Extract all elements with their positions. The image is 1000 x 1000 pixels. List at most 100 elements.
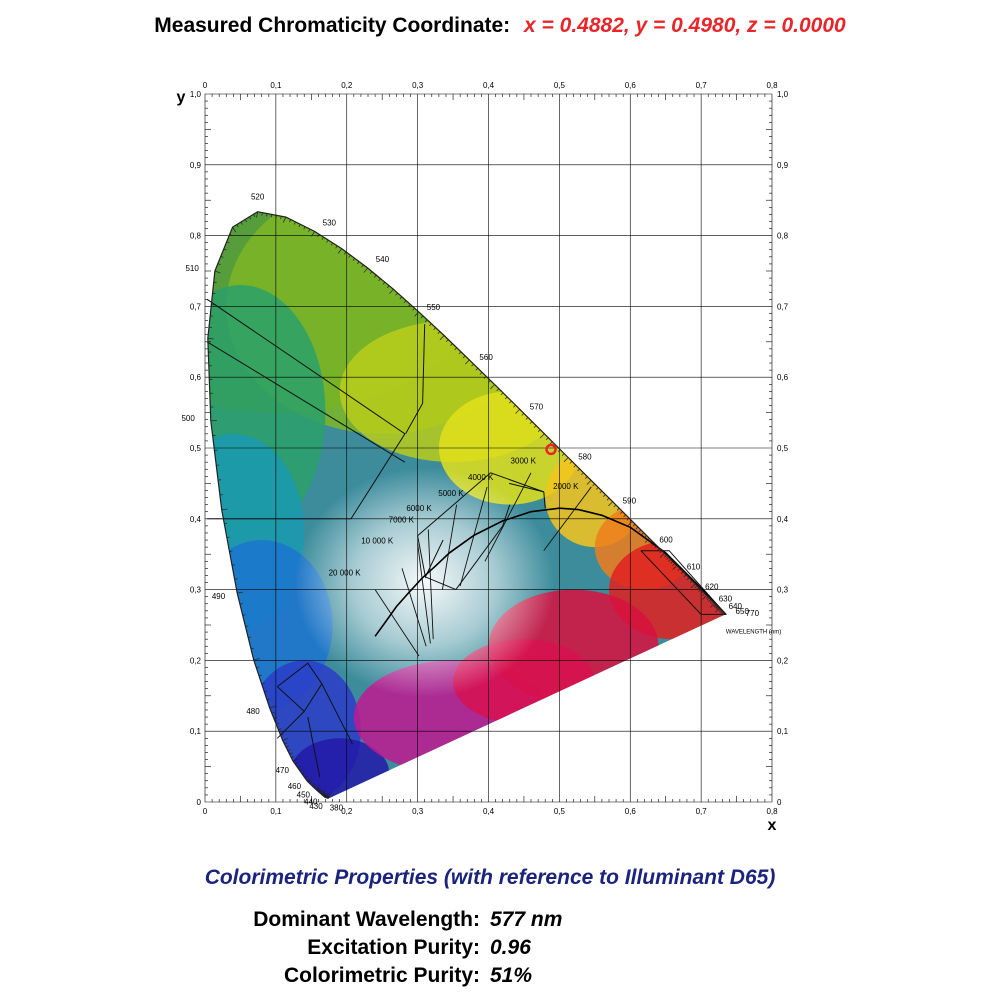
wavelength-label: 430 <box>309 802 323 811</box>
measured-point-marker <box>545 443 557 456</box>
region-boundary <box>455 504 511 590</box>
region-boundary <box>276 711 305 739</box>
locus-tick <box>326 795 329 799</box>
locus-tick <box>623 514 627 518</box>
locus-tick <box>229 550 233 552</box>
measured-coordinates: x = 0.4882, y = 0.4980, z = 0.0000 <box>524 14 846 37</box>
locus-tick <box>490 384 495 390</box>
locus-tick <box>306 777 313 782</box>
y-tick-label-left: 0,7 <box>190 302 202 311</box>
locus-tick <box>250 647 254 650</box>
chart-labels: 000,10,10,20,20,30,30,40,40,50,50,60,60,… <box>177 81 789 834</box>
cct-label: 4000 K <box>468 473 494 482</box>
locus-tick <box>299 769 303 772</box>
locus-tick <box>666 557 669 560</box>
x-tick-label-top: 0,5 <box>554 81 566 90</box>
isotherm-line <box>484 472 532 562</box>
y-tick-label-left: 0,4 <box>190 515 202 524</box>
y-tick-label-right: 0,3 <box>777 586 789 595</box>
y-tick-label-left: 0,5 <box>190 444 202 453</box>
x-tick-label-top: 0,6 <box>625 81 637 90</box>
x-tick-label-top: 0,4 <box>483 81 495 90</box>
x-tick-label-top: 0,7 <box>696 81 708 90</box>
region-boundary <box>206 341 406 463</box>
locus-tick <box>437 331 441 334</box>
y-tick-label-right: 0,6 <box>777 373 789 382</box>
locus-tick <box>715 607 720 613</box>
locus-tick <box>719 609 722 613</box>
locus-tick <box>285 745 289 748</box>
region-boundary <box>307 716 321 778</box>
locus-tick <box>261 682 265 685</box>
locus-tick <box>479 371 483 375</box>
locus-tick <box>323 793 326 797</box>
locus-tick <box>248 636 252 638</box>
locus-tick <box>327 795 330 799</box>
locus-tick <box>581 472 584 476</box>
x-tick-label-bottom: 0,8 <box>766 807 778 816</box>
cct-label: 5000 K <box>438 489 464 498</box>
locus-tick <box>276 722 280 725</box>
locus-tick <box>308 228 311 232</box>
locus-tick <box>282 737 289 741</box>
locus-tick <box>317 234 320 238</box>
locus-tick <box>303 226 306 230</box>
isotherm-line <box>417 543 431 644</box>
locus-tick <box>672 563 676 566</box>
locus-tick <box>549 441 553 445</box>
locus-tick <box>389 288 394 294</box>
wavelength-label: 500 <box>181 414 195 423</box>
y-tick-label-right: 0,8 <box>777 232 789 241</box>
y-tick-label-right: 0,1 <box>777 727 789 736</box>
locus-tick <box>229 234 233 236</box>
locus-tick <box>471 363 474 367</box>
locus-tick <box>698 589 702 592</box>
x-tick-label-bottom: 0 <box>203 807 208 816</box>
wavelength-label: 550 <box>427 303 441 312</box>
x-tick-label-top: 0,1 <box>270 81 282 90</box>
locus-tick <box>232 226 237 233</box>
locus-tick <box>715 606 719 609</box>
locus-tick <box>429 323 432 327</box>
locus-tick <box>326 794 328 798</box>
locus-tick <box>632 523 636 527</box>
spectral-locus <box>207 211 727 800</box>
x-tick-label-top: 0,3 <box>412 81 424 90</box>
locus-tick <box>670 561 673 564</box>
locus-tick <box>710 601 714 605</box>
locus-tick <box>537 429 541 433</box>
locus-tick <box>224 522 228 525</box>
property-row-colorimetric-purity: Colorimetric Purity: 51% <box>0 964 1000 992</box>
locus-tick <box>563 457 569 462</box>
locus-tick <box>244 219 247 223</box>
y-tick-label-left: 0,1 <box>190 727 202 736</box>
locus-tick <box>323 794 327 797</box>
locus-tick <box>289 219 292 223</box>
locus-tick <box>240 221 243 225</box>
locus-tick <box>525 417 529 420</box>
locus-tick <box>226 536 230 538</box>
wavelength-label: 450 <box>297 790 311 799</box>
locus-tick <box>352 258 356 261</box>
locus-tick <box>445 339 449 342</box>
locus-tick <box>529 421 533 424</box>
property-value: 51% <box>490 964 533 987</box>
locus-tick <box>521 413 525 416</box>
y-axis-label: y <box>177 89 186 106</box>
y-tick-label-right: 0 <box>777 798 782 807</box>
locus-tick <box>361 264 364 268</box>
y-tick-label-left: 0,3 <box>190 586 202 595</box>
locus-tick <box>256 211 259 218</box>
y-tick-label-right: 1,0 <box>777 90 789 99</box>
locus-tick <box>314 785 317 789</box>
wavelength-label: 770 <box>746 609 760 618</box>
properties-title: Colorimetric Properties (with reference … <box>204 866 776 889</box>
locus-tick <box>545 437 549 441</box>
locus-tick <box>335 245 338 249</box>
locus-tick <box>690 583 696 589</box>
locus-tick <box>319 790 322 793</box>
locus-tick <box>256 666 260 669</box>
locus-tick <box>311 782 314 786</box>
locus-tick <box>714 605 718 608</box>
locus-tick <box>326 239 329 243</box>
